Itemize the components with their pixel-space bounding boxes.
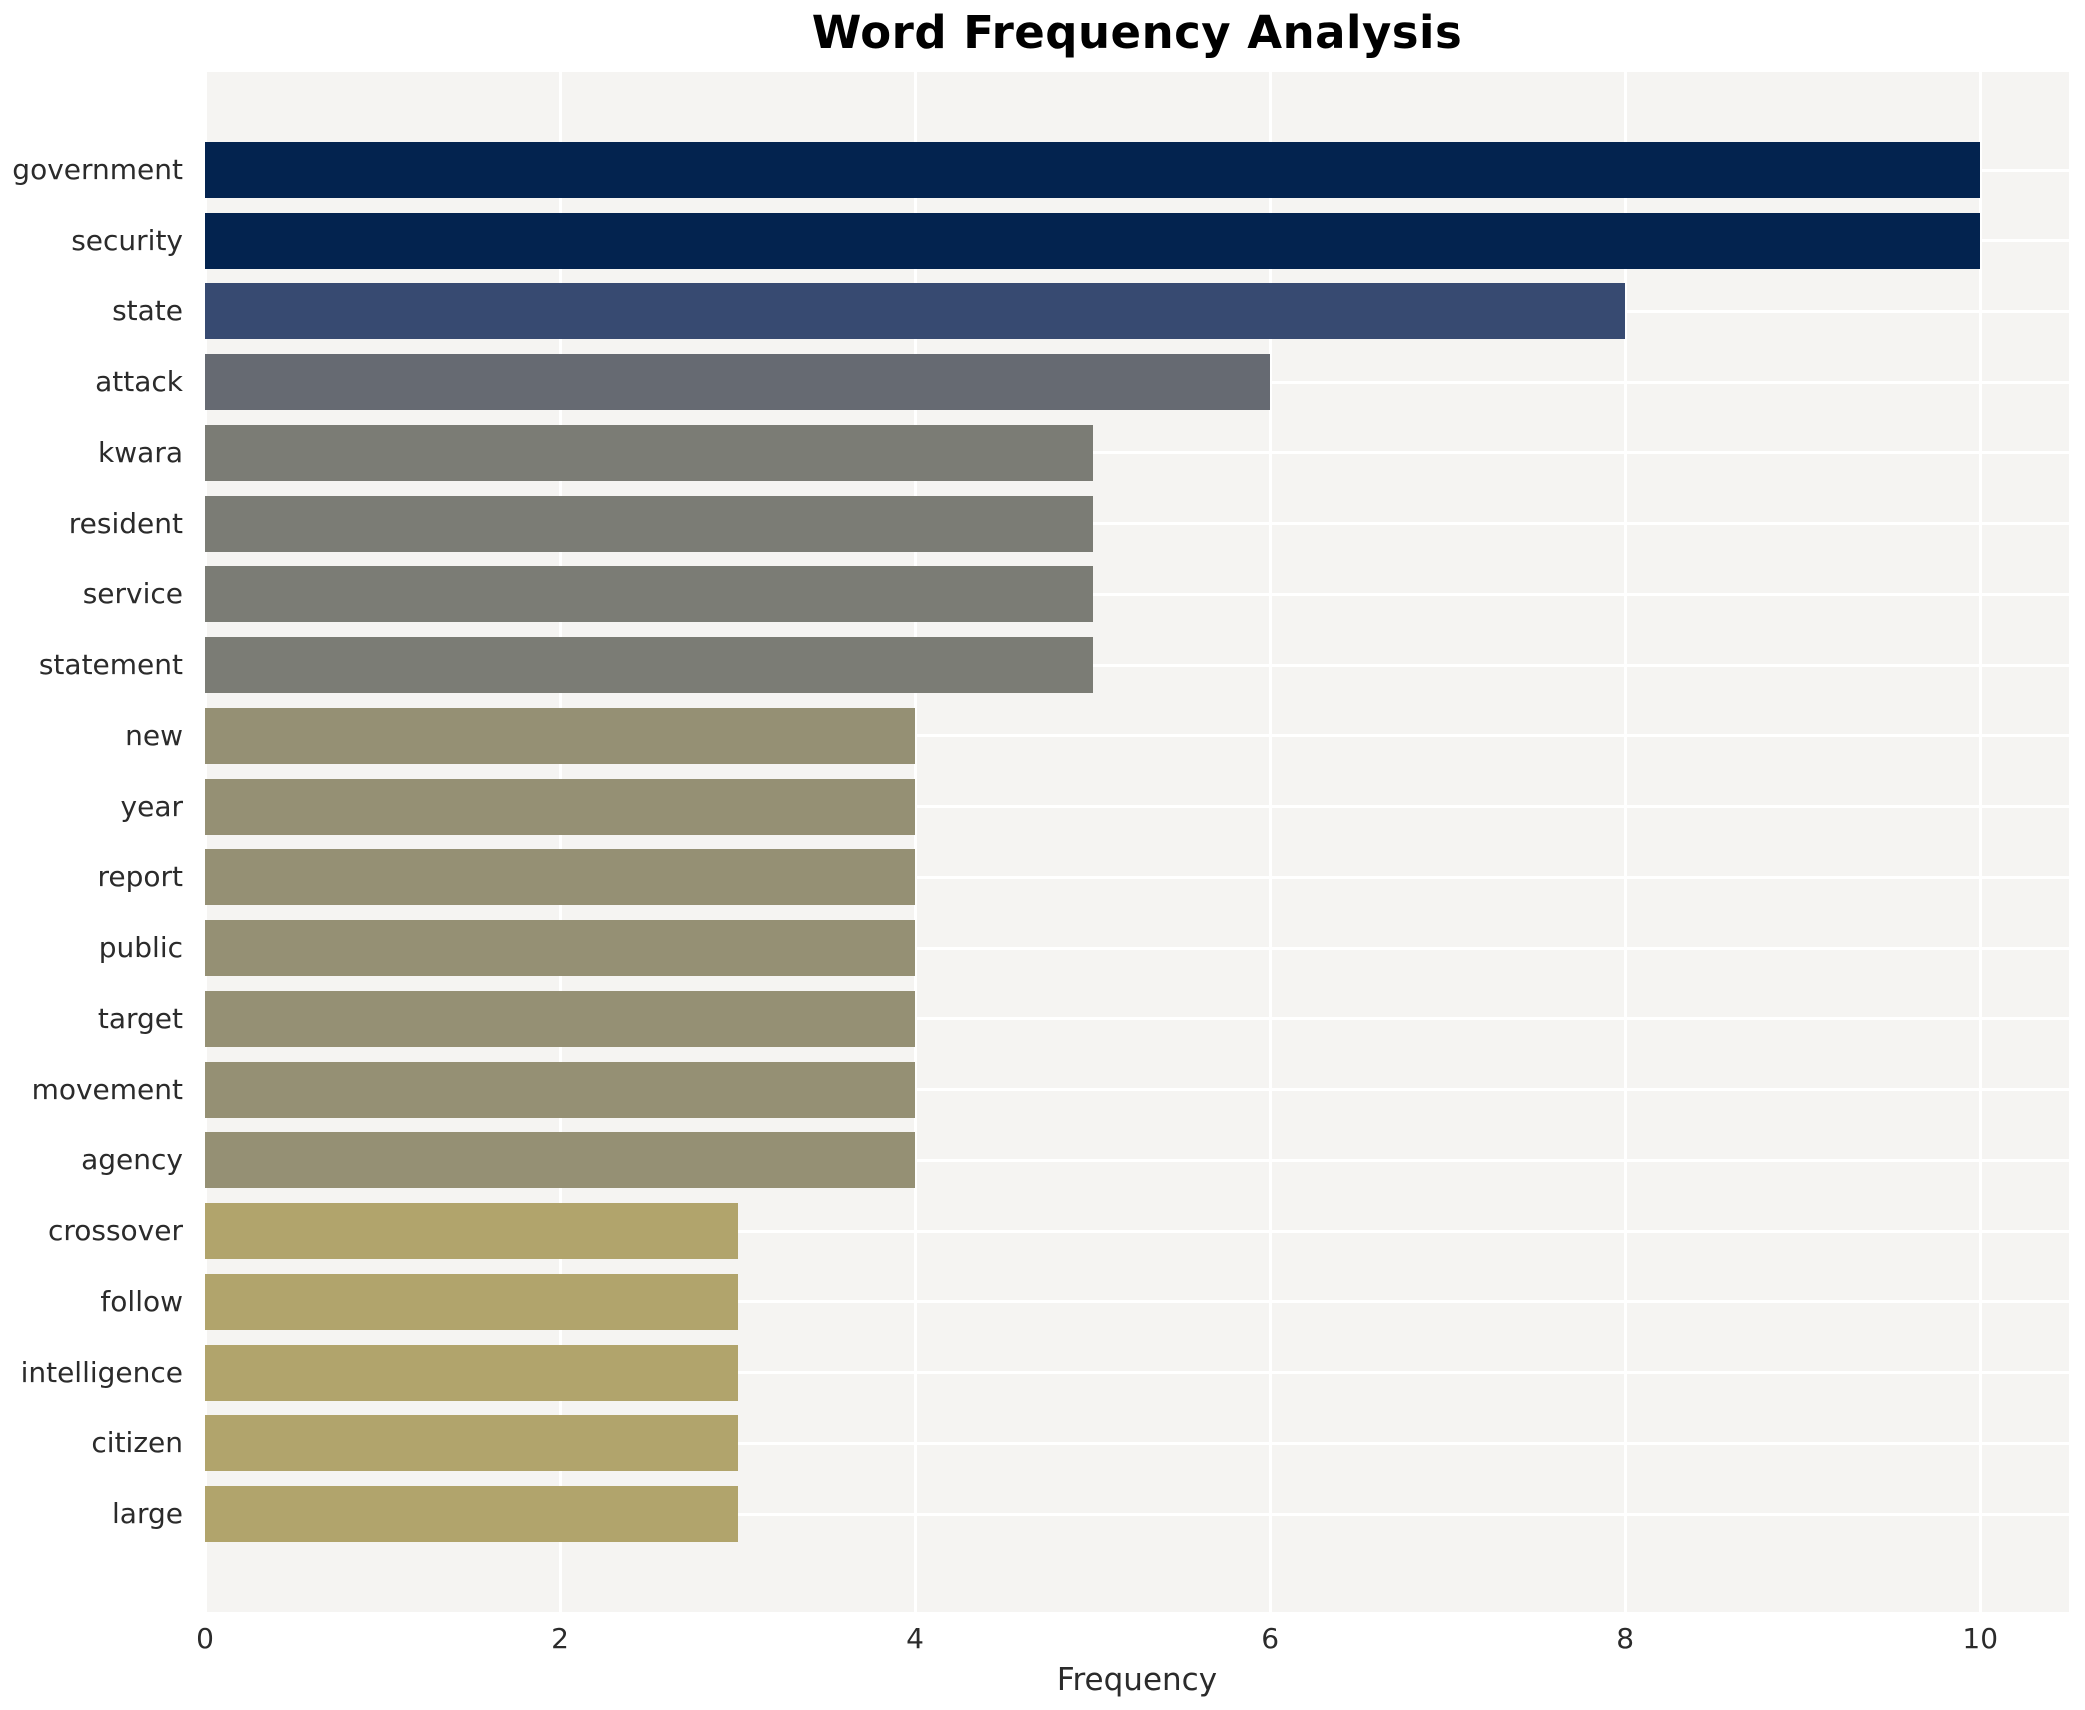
y-tick-label-year: year xyxy=(120,789,183,823)
bar-citizen xyxy=(205,1415,738,1472)
bar-follow xyxy=(205,1273,738,1330)
y-tick-label-report: report xyxy=(97,860,183,894)
bar-report xyxy=(205,849,916,906)
bar-government xyxy=(205,142,1981,198)
y-tick-label-movement: movement xyxy=(31,1072,183,1106)
gridline-vertical-4 xyxy=(913,72,917,1612)
plot-area xyxy=(203,72,2069,1612)
gridline-horizontal-citizen xyxy=(205,1441,2069,1445)
y-tick-label-agency: agency xyxy=(81,1143,183,1177)
y-tick-label-intelligence: intelligence xyxy=(20,1355,183,1389)
bar-resident xyxy=(205,495,1093,552)
bar-service xyxy=(205,566,1093,623)
x-axis-label: Frequency xyxy=(1056,1662,1218,1698)
gridline-horizontal-service xyxy=(205,592,2069,596)
bar-crossover xyxy=(205,1203,738,1260)
y-tick-label-public: public xyxy=(98,931,183,965)
gridline-horizontal-year xyxy=(205,805,2069,809)
chart-title: Word Frequency Analysis xyxy=(811,6,1463,59)
bar-public xyxy=(205,920,916,977)
gridline-horizontal-agency xyxy=(205,1158,2069,1162)
y-tick-label-target: target xyxy=(97,1001,183,1035)
y-tick-label-service: service xyxy=(82,577,183,611)
bar-security xyxy=(205,212,1981,269)
gridline-vertical-10 xyxy=(1978,72,1982,1612)
bar-intelligence xyxy=(205,1344,738,1401)
bar-attack xyxy=(205,354,1271,411)
x-tick-label-2: 2 xyxy=(551,1622,569,1655)
bar-kwara xyxy=(205,424,1093,481)
y-tick-label-new: new xyxy=(125,718,183,752)
bar-target xyxy=(205,990,916,1047)
y-tick-label-citizen: citizen xyxy=(91,1426,183,1460)
gridline-horizontal-report xyxy=(205,875,2069,879)
bar-large xyxy=(205,1486,738,1543)
y-tick-label-government: government xyxy=(12,153,183,186)
y-tick-label-security: security xyxy=(71,223,183,257)
gridline-horizontal-public xyxy=(205,946,2069,950)
y-tick-label-large: large xyxy=(112,1497,183,1531)
gridline-vertical-2 xyxy=(558,72,562,1612)
gridline-vertical-8 xyxy=(1623,72,1627,1612)
gridline-horizontal-follow xyxy=(205,1300,2069,1304)
bar-agency xyxy=(205,1132,916,1189)
gridline-horizontal-movement xyxy=(205,1088,2069,1092)
x-tick-label-6: 6 xyxy=(1261,1622,1280,1655)
gridline-horizontal-intelligence xyxy=(205,1371,2069,1375)
gridline-horizontal-resident xyxy=(205,522,2069,526)
y-tick-label-attack: attack xyxy=(95,365,183,399)
bar-statement xyxy=(205,637,1093,694)
x-tick-label-8: 8 xyxy=(1616,1622,1635,1655)
y-tick-label-kwara: kwara xyxy=(98,435,183,469)
x-tick-label-4: 4 xyxy=(906,1622,924,1655)
y-tick-label-crossover: crossover xyxy=(47,1214,183,1248)
y-tick-label-statement: statement xyxy=(38,648,183,682)
y-axis-labels: government security state attack kwara reside… xyxy=(0,72,193,1612)
x-tick-label-10: 10 xyxy=(1962,1622,1999,1655)
bar-movement xyxy=(205,1061,916,1118)
gridline-horizontal-large xyxy=(205,1512,2069,1516)
gridline-vertical-6 xyxy=(1268,72,1272,1612)
x-tick-label-0: 0 xyxy=(196,1622,214,1655)
gridline-horizontal-target xyxy=(205,1017,2069,1021)
gridline-horizontal-kwara xyxy=(205,451,2069,455)
y-tick-label-state: state xyxy=(112,294,183,328)
bar-state xyxy=(205,283,1626,340)
bar-year xyxy=(205,778,916,835)
y-tick-label-resident: resident xyxy=(68,506,183,540)
y-tick-label-follow: follow xyxy=(100,1284,183,1318)
gridline-horizontal-crossover xyxy=(205,1229,2069,1233)
gridline-horizontal-statement xyxy=(205,663,2069,667)
gridline-horizontal-new xyxy=(205,734,2069,738)
gridline-vertical-0 xyxy=(203,72,207,1612)
bar-new xyxy=(205,707,916,764)
